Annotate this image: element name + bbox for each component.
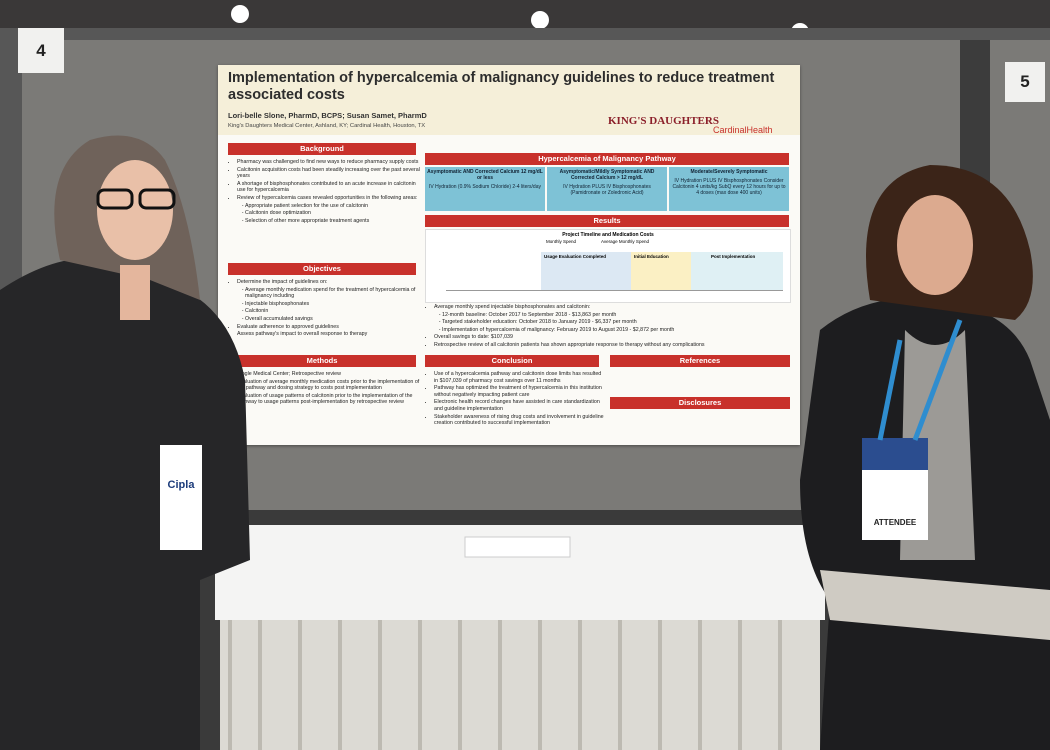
bullet-item: Appropriate patient selection for the us… bbox=[245, 203, 422, 210]
section-heading: Objectives bbox=[228, 263, 416, 275]
chart-title: Project Timeline and Medication Costs bbox=[562, 232, 654, 238]
section-heading: Disclosures bbox=[610, 397, 790, 409]
bullet-list: Pharmacy was challenged to find new ways… bbox=[228, 159, 422, 225]
section-heading: Hypercalcemia of Malignancy Pathway bbox=[425, 153, 789, 165]
legend-entry: Average Monthly Spend bbox=[601, 239, 649, 244]
phase-label: Initial Education bbox=[634, 254, 669, 259]
column-text: IV Hydration PLUS IV Bisphosphonates (Pa… bbox=[563, 184, 651, 196]
bullet-item: Average monthly medication spend for the… bbox=[245, 287, 422, 300]
bullet-item: Injectable bisphosphonates bbox=[245, 301, 422, 308]
bullet-item: Evaluation of average monthly medication… bbox=[237, 379, 422, 392]
legend-entry: Monthly Spend bbox=[546, 239, 577, 244]
bullet-item: Determine the impact of guidelines on: bbox=[237, 279, 422, 286]
phase-label: Usage Evaluation Completed bbox=[544, 254, 607, 259]
section-heading: Conclusion bbox=[425, 355, 599, 367]
section-heading: References bbox=[610, 355, 790, 367]
section-heading: Background bbox=[228, 143, 416, 155]
booth-number: 5 bbox=[1005, 62, 1045, 102]
bullet-item: Electronic health record changes have as… bbox=[434, 399, 606, 412]
authors: Lori-belle Slone, PharmD, BCPS; Susan Sa… bbox=[228, 111, 427, 120]
bullet-item: Evaluate adherence to approved guideline… bbox=[237, 324, 422, 331]
badge-text: Cipla bbox=[168, 479, 196, 491]
bullet-item: Pharmacy was challenged to find new ways… bbox=[237, 159, 422, 166]
title-band bbox=[218, 65, 800, 135]
poster-title: Implementation of hypercalcemia of malig… bbox=[228, 70, 775, 103]
pathway-columns: Asymptomatic AND Corrected Calcium 12 mg… bbox=[425, 167, 789, 211]
pathway-column: Asymptomatic/Mildly Symptomatic AND Corr… bbox=[547, 167, 667, 211]
logo: KING'S DAUGHTERS bbox=[608, 115, 719, 127]
column-title: Asymptomatic AND Corrected Calcium 12 mg… bbox=[427, 169, 543, 181]
affiliation: King's Daughters Medical Center, Ashland… bbox=[228, 123, 426, 129]
bullet-item: Calcitonin acquisition costs had been st… bbox=[237, 167, 422, 180]
section-heading: Results bbox=[425, 215, 789, 227]
bullet-list: Determine the impact of guidelines on:Av… bbox=[228, 279, 422, 339]
column-title: Asymptomatic/Mildly Symptomatic AND Corr… bbox=[559, 169, 655, 181]
booth-number: 4 bbox=[18, 28, 64, 73]
bullet-item: Stakeholder awareness of rising drug cos… bbox=[434, 414, 606, 427]
column-text: IV Hydration PLUS IV Bisphosphonates Con… bbox=[672, 178, 786, 196]
bullet-item: Review of hypercalcemia cases revealed o… bbox=[237, 195, 422, 202]
section-heading: Methods bbox=[228, 355, 416, 367]
phase-band bbox=[631, 252, 691, 290]
bullet-item: Implementation of hypercalcemia of malig… bbox=[442, 327, 796, 334]
bullet-item: Targeted stakeholder education: October … bbox=[442, 319, 796, 326]
bullet-item: Calcitonin bbox=[245, 308, 422, 315]
bullet-item: Average monthly spend injectable bisphos… bbox=[434, 304, 796, 311]
phase-band bbox=[691, 252, 783, 290]
pathway-column: Asymptomatic AND Corrected Calcium 12 mg… bbox=[425, 167, 545, 211]
logo: CardinalHealth bbox=[713, 125, 773, 135]
bullet-item: Overall savings to date: $107,039 bbox=[434, 334, 796, 341]
badge-text: ATTENDEE bbox=[874, 518, 917, 527]
bullet-item: Use of a hypercalcemia pathway and calci… bbox=[434, 371, 606, 384]
bullet-item: Single Medical Center; Retrospective rev… bbox=[237, 371, 422, 378]
bullet-item: Selection of other more appropriate trea… bbox=[245, 218, 422, 225]
chart-baseline bbox=[446, 290, 783, 291]
bullet-item: Calcitonin dose optimization bbox=[245, 210, 422, 217]
column-text: IV Hydration (0.9% Sodium Chloride) 2-4 … bbox=[429, 184, 541, 190]
bullet-list: Average monthly spend injectable bisphos… bbox=[425, 304, 796, 350]
column-title: Moderate/Severely Symptomatic bbox=[690, 169, 768, 175]
bullet-item: 12-month baseline: October 2017 to Septe… bbox=[442, 312, 796, 319]
results-chart: Project Timeline and Medication Costs Mo… bbox=[425, 229, 791, 303]
bullet-item: Evaluation of usage patterns of calciton… bbox=[237, 393, 422, 406]
bullet-item: A shortage of bisphosphonates contribute… bbox=[237, 181, 422, 194]
phase-band bbox=[541, 252, 631, 290]
bullet-item: Overall accumulated savings bbox=[245, 316, 422, 323]
bullet-item: Pathway has optimized the treatment of h… bbox=[434, 385, 606, 398]
pathway-column: Moderate/Severely Symptomatic IV Hydratio… bbox=[669, 167, 789, 211]
bullet-item: Assess pathway's impact to overall respo… bbox=[237, 331, 422, 338]
poster: Implementation of hypercalcemia of malig… bbox=[218, 65, 800, 445]
bullet-item: Retrospective review of all calcitonin p… bbox=[434, 342, 796, 349]
phase-label: Post Implementation bbox=[711, 254, 756, 259]
bullet-list: Single Medical Center; Retrospective rev… bbox=[228, 371, 422, 407]
bullet-list: Use of a hypercalcemia pathway and calci… bbox=[425, 371, 606, 428]
